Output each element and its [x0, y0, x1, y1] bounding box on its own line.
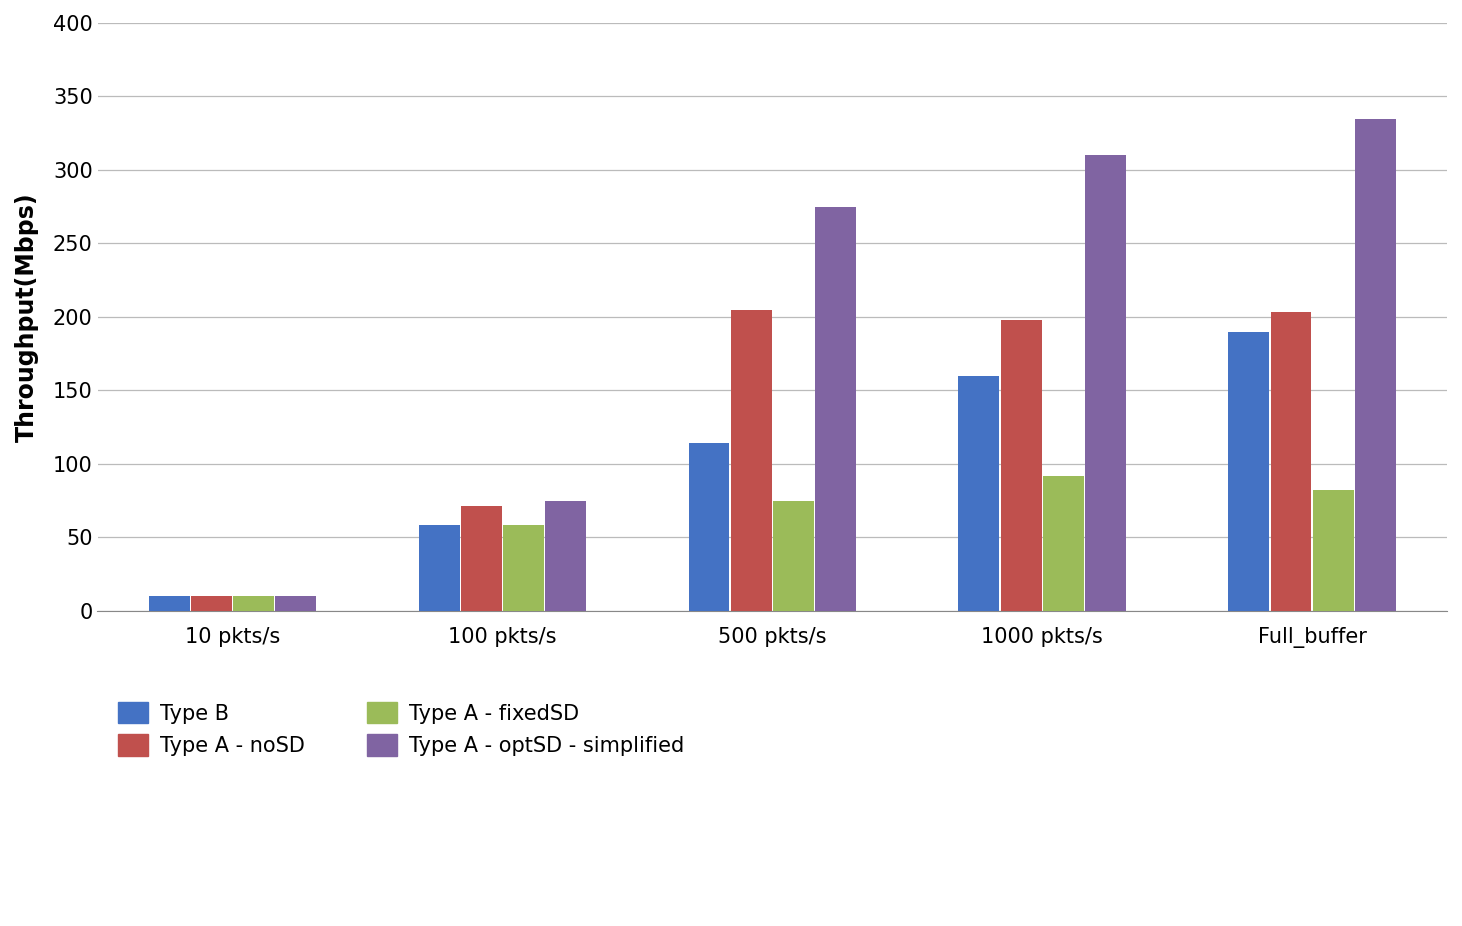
Bar [192, 596, 232, 611]
Bar [731, 309, 772, 611]
Bar [232, 596, 273, 611]
Bar [1085, 156, 1126, 611]
Bar [1313, 490, 1354, 611]
Bar [1355, 119, 1396, 611]
Bar [503, 525, 544, 611]
Bar [545, 501, 586, 611]
Y-axis label: Throughput(Mbps): Throughput(Mbps) [15, 192, 39, 442]
Legend: Type B, Type A - noSD, Type A - fixedSD, Type A - optSD - simplified: Type B, Type A - noSD, Type A - fixedSD,… [108, 692, 694, 767]
Bar [275, 596, 316, 611]
Bar [1000, 319, 1041, 611]
Bar [1042, 476, 1083, 611]
Bar [1228, 332, 1269, 611]
Bar [461, 507, 501, 611]
Bar [149, 596, 190, 611]
Bar [773, 501, 814, 611]
Bar [418, 525, 459, 611]
Bar [959, 376, 1000, 611]
Bar [689, 444, 730, 611]
Bar [814, 206, 855, 611]
Bar [1270, 312, 1311, 611]
